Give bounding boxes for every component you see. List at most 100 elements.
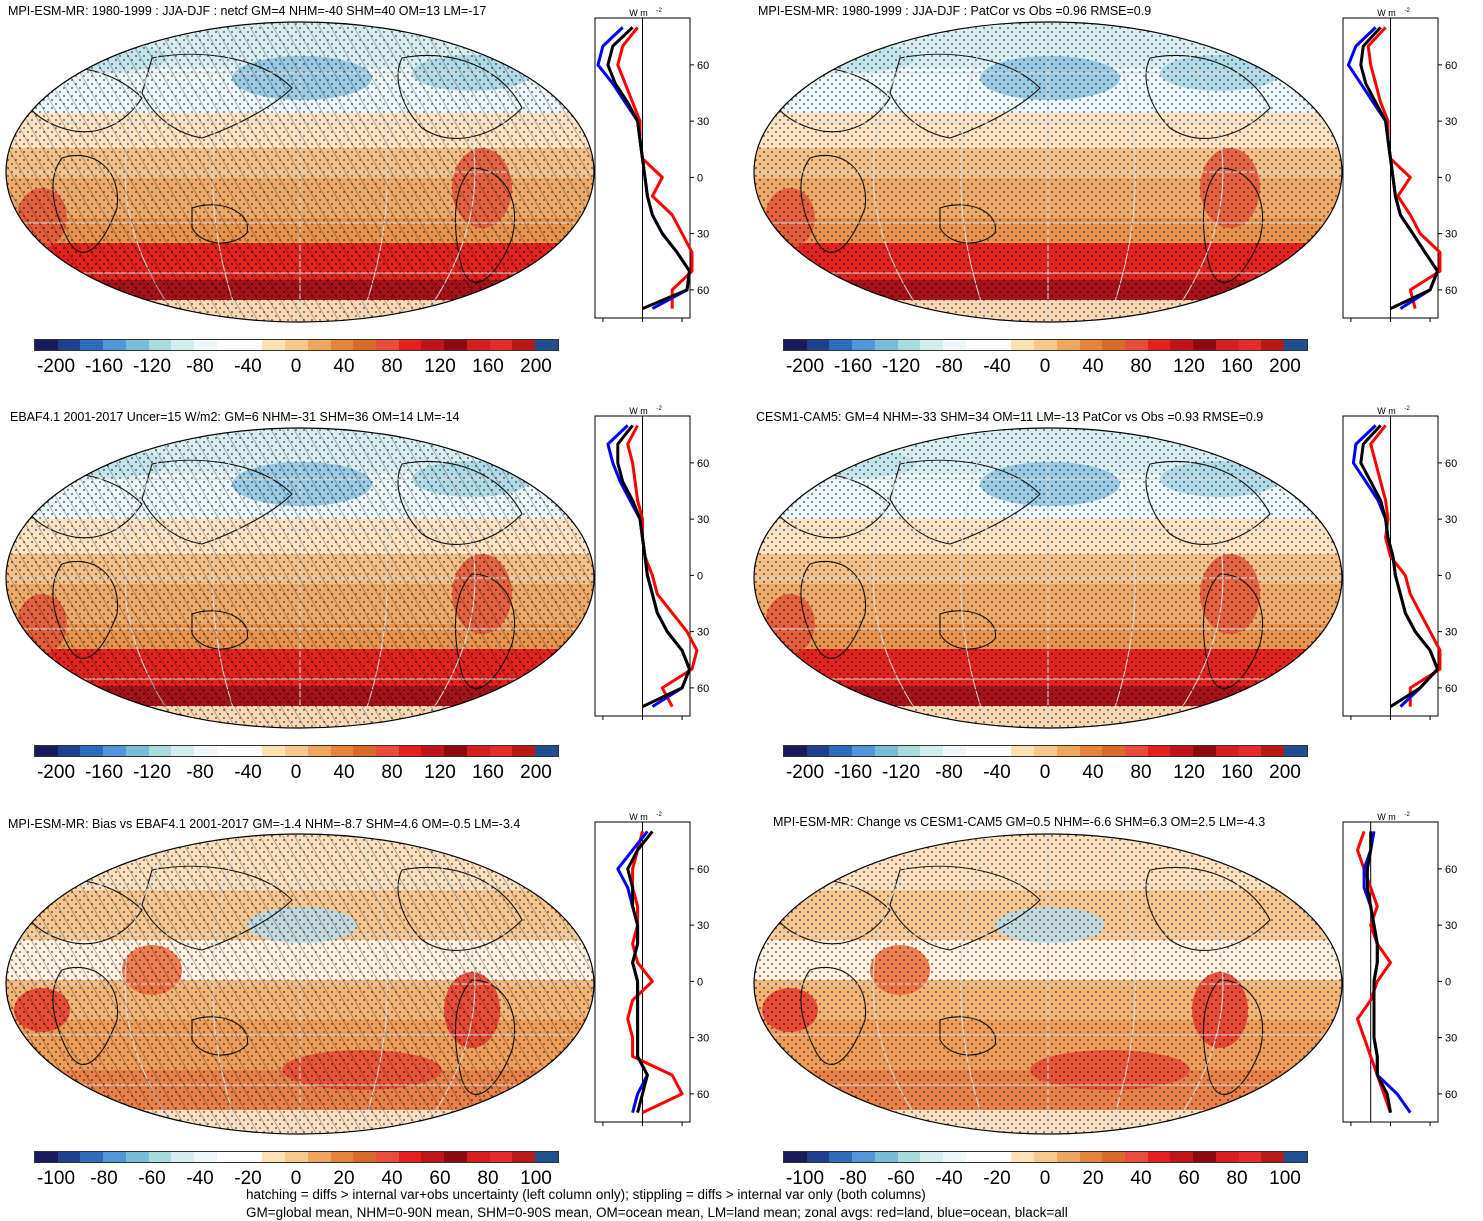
colorbar-tick-label: 60 — [429, 1168, 451, 1189]
colorbar-segment — [239, 340, 263, 350]
colorbar-segment — [1193, 1152, 1216, 1162]
latitude-tick-label: 0 — [697, 172, 703, 184]
colorbar-segment — [103, 746, 126, 756]
colorbar-segment — [421, 340, 445, 350]
colorbar-segment — [330, 340, 354, 350]
colorbar-tick-label: -80 — [90, 1168, 118, 1189]
colorbar-segment — [1034, 1152, 1057, 1162]
colorbar-tick-label: -120 — [132, 762, 172, 783]
colorbar-segment — [1284, 340, 1307, 350]
zonal-unit-label: W m — [1377, 8, 1396, 18]
latitude-tick-label: 60N — [1445, 458, 1458, 470]
colorbar-segment — [80, 340, 104, 350]
colorbar-tick-label: 0 — [290, 356, 302, 377]
colorbar-segment — [1125, 746, 1148, 756]
colorbar-segment — [806, 340, 830, 350]
colorbar-tick-label: -120 — [881, 356, 921, 377]
colorbar-segment — [489, 746, 513, 756]
colorbar-segment — [1215, 340, 1239, 350]
colorbar-segment — [1079, 1152, 1103, 1162]
colorbar-tick-label: 0 — [290, 1168, 302, 1189]
colorbar-segment — [239, 1152, 263, 1162]
footer-note-means: GM=global mean, NHM=0-90N mean, SHM=0-90… — [246, 1205, 1068, 1220]
colorbar-tick-label: -40 — [983, 762, 1011, 783]
colorbar-segment — [1261, 746, 1285, 756]
latitude-tick-label: 30N — [697, 920, 710, 932]
colorbar-labels-4: -200 -160 -120 -80 -40 0 40 80 120 160 200 — [781, 762, 1321, 784]
colorbar-tick-label: -60 — [138, 1168, 166, 1189]
colorbar-segment — [35, 746, 58, 756]
colorbar-segment — [398, 1152, 422, 1162]
colorbar-segment — [466, 746, 490, 756]
colorbar-segment — [444, 746, 467, 756]
colorbar-segment — [376, 1152, 399, 1162]
colorbar-tick-label: 80 — [1130, 762, 1152, 783]
colorbar-segment — [1170, 340, 1194, 350]
colorbar-labels-5: -100 -80 -60 -40 -20 0 20 40 60 80 100 — [32, 1168, 572, 1190]
colorbar-segment — [148, 340, 172, 350]
latitude-tick-label: 60S — [1445, 285, 1458, 297]
map-outline — [5, 21, 595, 323]
colorbar-tick-label: -40 — [186, 1168, 214, 1189]
panel-title-5: MPI-ESM-MR: Bias vs EBAF4.1 2001-2017 GM… — [8, 817, 521, 831]
colorbar-segment — [965, 340, 989, 350]
colorbar-segment — [1011, 746, 1035, 756]
colorbar-labels-6: -100 -80 -60 -40 -20 0 20 40 60 80 100 — [781, 1168, 1321, 1190]
colorbar-segment — [398, 746, 422, 756]
colorbar-segment — [103, 340, 126, 350]
latitude-tick-label: 30N — [697, 514, 710, 526]
colorbar-tick-label: -160 — [833, 762, 873, 783]
colorbar-tick-label: 200 — [1269, 762, 1301, 783]
colorbar-tick-label: 100 — [520, 1168, 552, 1189]
colorbar-tick-label: -40 — [234, 762, 262, 783]
colorbar-segment — [35, 340, 58, 350]
map-panel-6 — [753, 833, 1343, 1135]
colorbar-segment — [216, 1152, 240, 1162]
colorbar-tick-label: 100 — [1269, 1168, 1301, 1189]
latitude-tick-label: 0 — [1445, 976, 1451, 988]
colorbar-tick-label: -200 — [36, 356, 76, 377]
latitude-tick-label: 60N — [1445, 60, 1458, 72]
map-outline — [5, 833, 595, 1135]
latitude-tick-label: 60N — [1445, 864, 1458, 876]
colorbar-segment — [829, 1152, 853, 1162]
colorbar-segment — [444, 1152, 467, 1162]
colorbar-segment — [285, 746, 308, 756]
latitude-tick-label: 60S — [1445, 1089, 1458, 1101]
colorbar-segment — [943, 746, 966, 756]
colorbar-segment — [874, 746, 898, 756]
hatching-overlay — [6, 22, 594, 322]
colorbar-segment — [125, 1152, 149, 1162]
latitude-tick-label: 30N — [1445, 920, 1458, 932]
zonal-unit-exponent: -2 — [657, 8, 663, 14]
latitude-tick-label: 30S — [1445, 1033, 1458, 1045]
hatching-overlay — [6, 428, 594, 728]
colorbar-segment — [262, 746, 286, 756]
colorbar-segment — [535, 340, 558, 350]
colorbar-segment — [353, 340, 377, 350]
colorbar-segment — [897, 746, 921, 756]
colorbar-segment — [829, 340, 853, 350]
stippling-overlay — [754, 22, 1342, 322]
latitude-tick-label: 60N — [697, 60, 710, 72]
zonal-mean-plot-4: W m-260N30N030S60S-80080 — [1342, 406, 1458, 720]
colorbar-segment — [194, 340, 217, 350]
colorbar-segment — [148, 746, 172, 756]
colorbar-segment — [988, 340, 1012, 350]
colorbar-segment — [171, 1152, 195, 1162]
colorbar-tick-label: 0 — [290, 762, 302, 783]
colorbar-tick-label: 20 — [1082, 1168, 1104, 1189]
stippling-overlay — [754, 834, 1342, 1134]
colorbar-tick-label: 200 — [1269, 356, 1301, 377]
latitude-tick-label: 0 — [1445, 570, 1451, 582]
colorbar-segment — [57, 746, 81, 756]
colorbar-segment — [1215, 746, 1239, 756]
colorbar-tick-label: -80 — [186, 762, 214, 783]
colorbar-segment — [421, 746, 445, 756]
colorbar-segment — [806, 746, 830, 756]
hatching-overlay — [6, 834, 594, 1134]
colorbar-segment — [512, 340, 536, 350]
map-outline — [5, 427, 595, 729]
zonal-unit-exponent: -2 — [1405, 406, 1411, 412]
colorbar-segment — [852, 1152, 875, 1162]
